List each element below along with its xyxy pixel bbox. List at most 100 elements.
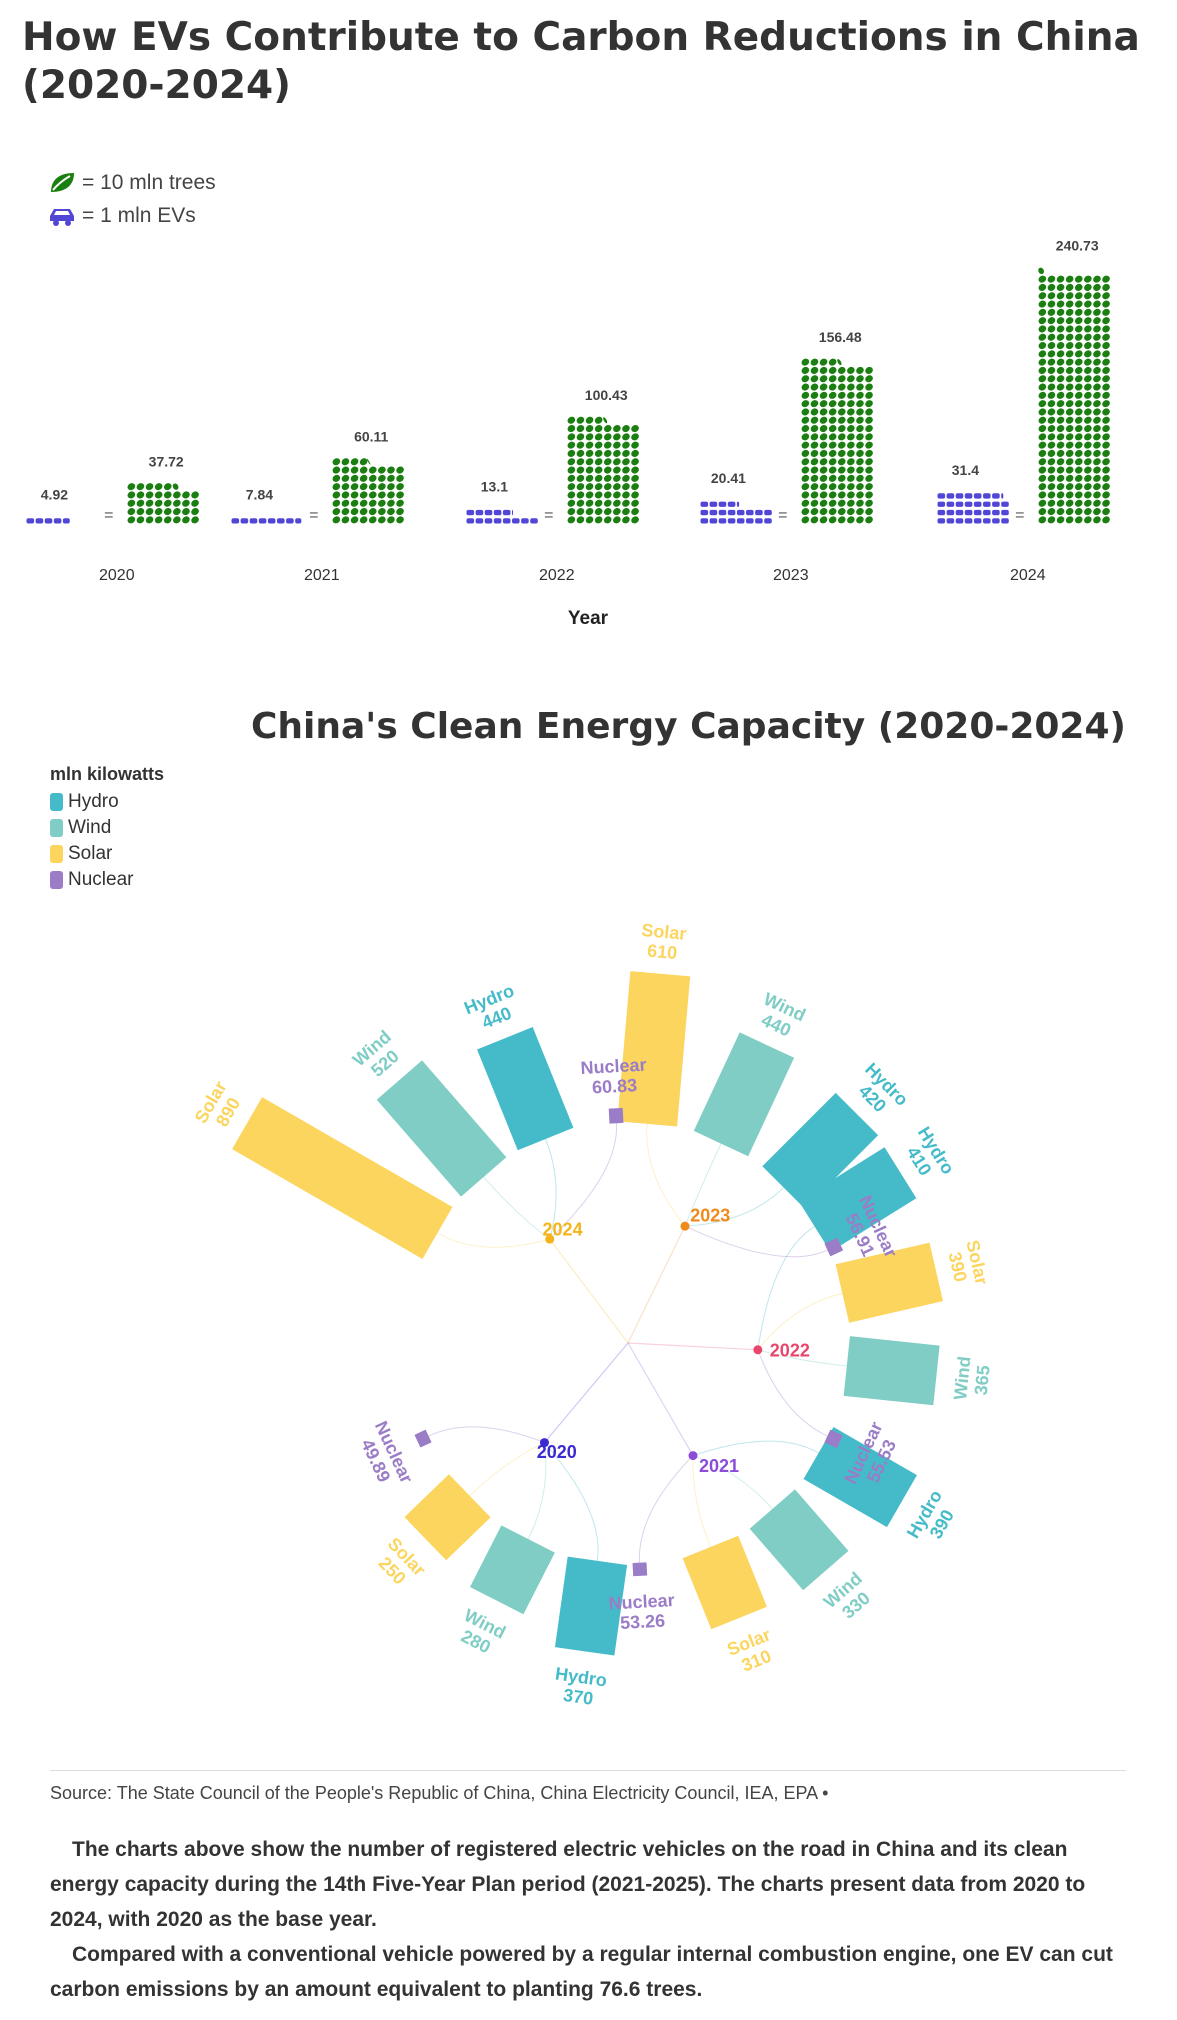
tree-2024-icon [1056, 275, 1065, 283]
tree-2023-icon [801, 358, 810, 366]
ev-2023-icon [709, 501, 718, 507]
tree-2024-icon [1056, 283, 1065, 291]
ev-2022-icon [475, 509, 484, 516]
tree-2024-icon [1074, 342, 1083, 350]
tree-2021-icon [332, 458, 341, 466]
bar-label: Nuclear56.91 [837, 1192, 901, 1269]
tree-2021-icon [387, 491, 395, 499]
ev-2024-icon [946, 509, 955, 516]
tree-2024-icon [1056, 491, 1065, 499]
tree-2023-icon [847, 391, 855, 399]
tree-2022-icon [576, 483, 585, 491]
ev-2024-icon [937, 501, 946, 507]
ev-2023-icon [746, 518, 754, 524]
ev-2021-icon [258, 518, 267, 524]
tree-2021-icon [396, 474, 404, 482]
bar-label: Hydro440 [461, 980, 524, 1037]
tree-2021-icon [350, 483, 359, 491]
tree-2024-icon [1038, 350, 1047, 358]
ev-2022-icon [502, 509, 511, 516]
bar-2020-nuclear [414, 1429, 432, 1448]
tree-2023-icon [847, 408, 855, 416]
tree-2023-icon [819, 466, 828, 474]
tree-2024-icon [1065, 491, 1074, 499]
tree-2022-icon [631, 458, 639, 466]
bar-2024-hydro [477, 1027, 574, 1151]
tree-2023-icon [810, 491, 819, 499]
legend-wind-label: Wind [68, 817, 112, 838]
tree-2023-icon [810, 400, 819, 408]
ev-2021-icon [249, 518, 258, 524]
tree-2024-icon [1093, 375, 1101, 383]
tree-2020-icon [145, 499, 154, 507]
tree-2024-icon [1065, 449, 1074, 457]
tree-2022-icon [594, 449, 603, 457]
ev-value-label: 13.1 [481, 478, 508, 494]
tree-2022-icon [622, 449, 630, 457]
tree-2024-icon [1084, 383, 1092, 391]
tree-2024-icon [1047, 292, 1056, 300]
ev-2023-icon [736, 509, 745, 516]
description: The charts above show the number of regi… [50, 1832, 1130, 2007]
tree-2024-icon [1074, 466, 1083, 474]
tree-2022-icon [585, 449, 594, 457]
ev-2024-icon [955, 493, 964, 499]
tree-2020-icon [127, 516, 136, 524]
tree-2022-icon [585, 483, 594, 491]
tree-2022-icon [613, 433, 621, 441]
ev-2023-icon [727, 518, 736, 524]
tree-2024-icon [1084, 466, 1092, 474]
tree-2024-icon [1038, 317, 1047, 325]
ev-2023-icon [700, 509, 709, 516]
ev-2024-icon [946, 493, 955, 499]
tree-2022-icon [613, 499, 621, 507]
tree-2021-icon [350, 474, 359, 482]
tree-2020-icon [163, 499, 172, 507]
ev-2023-icon [764, 509, 772, 516]
tree-2020-icon [173, 499, 181, 507]
tree-2023-icon [801, 441, 810, 449]
tree-2023-icon [819, 400, 828, 408]
ev-2024-icon [973, 493, 982, 499]
tree-2021-icon [341, 491, 350, 499]
tree-2022-icon [622, 483, 630, 491]
tree-2023-icon [828, 416, 837, 424]
tree-2022-icon [576, 458, 585, 466]
tree-2024-icon [1056, 358, 1065, 366]
tree-2023-icon [810, 425, 819, 433]
tree-2024-icon [1056, 342, 1065, 350]
tree-2020-icon [136, 483, 145, 491]
tree-2021-icon [350, 466, 359, 474]
branch-link [527, 1442, 547, 1540]
tree-2022-icon [613, 466, 621, 474]
ev-2023-icon [709, 518, 718, 524]
tree-2021-icon [396, 499, 404, 507]
tree-2024-icon [1074, 292, 1083, 300]
tree-2020-icon [172, 483, 179, 490]
tree-2022-icon [622, 466, 630, 474]
tree-2024-icon [1056, 474, 1065, 482]
tree-2023-icon [837, 391, 846, 399]
ev-2023-stack [700, 501, 772, 524]
tree-2024-icon [1065, 466, 1074, 474]
ev-2021-icon [277, 518, 285, 524]
tree-2024-icon [1047, 366, 1056, 374]
tree-2024-icon [1093, 516, 1101, 524]
tree-2024-icon [1038, 292, 1047, 300]
year-node [753, 1345, 763, 1355]
tree-2024-icon [1074, 391, 1083, 399]
year-tick-label: 2023 [773, 567, 809, 584]
ev-2024-icon [983, 518, 991, 524]
tree-2024-icon [1056, 499, 1065, 507]
ev-2024-icon [955, 509, 964, 516]
tree-2023-icon [837, 359, 842, 366]
branch-link [638, 1455, 694, 1563]
tree-2024-icon [1074, 508, 1083, 516]
tree-2023-icon [819, 499, 828, 507]
tree-2024-icon [1047, 275, 1056, 283]
bar-2020-hydro [554, 1556, 628, 1656]
divider [50, 1770, 1126, 1771]
tree-2024-icon [1038, 383, 1047, 391]
tree-2023-icon [810, 499, 819, 507]
tree-2023-icon [856, 483, 864, 491]
